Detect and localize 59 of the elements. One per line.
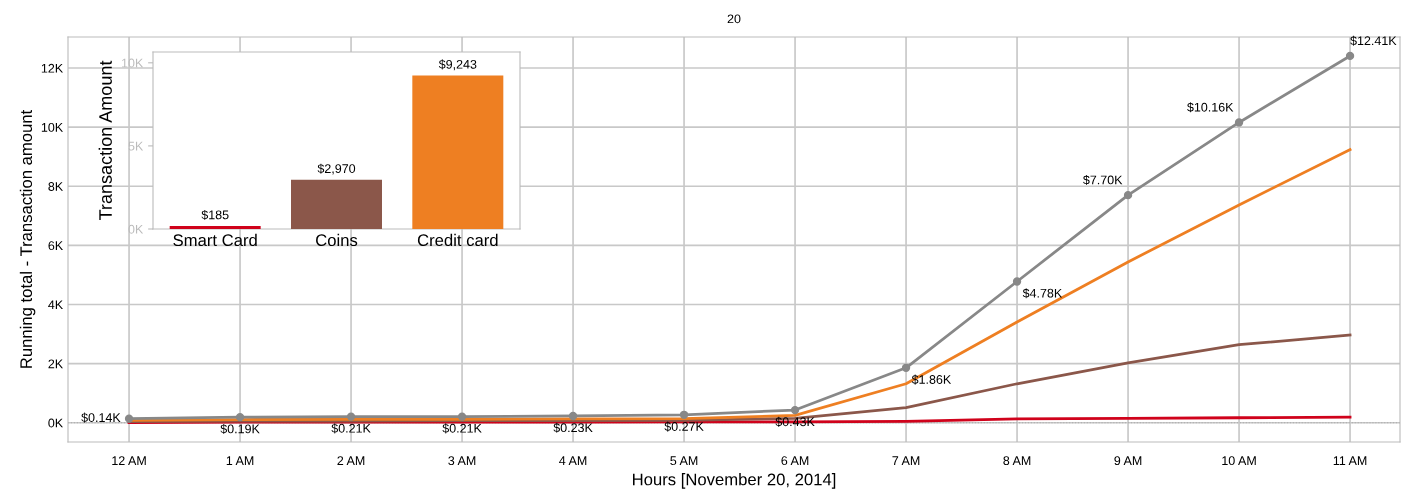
x-tick-label: 11 AM bbox=[1333, 456, 1367, 465]
data-label: $0.21K bbox=[331, 423, 371, 434]
data-label: $0.27K bbox=[664, 421, 704, 432]
x-tick-label: 1 AM bbox=[226, 456, 254, 465]
data-label: $0.43K bbox=[775, 416, 815, 427]
point bbox=[1012, 277, 1022, 286]
point bbox=[790, 405, 800, 415]
bar bbox=[291, 179, 382, 229]
y-tick-label: 10K bbox=[121, 58, 144, 68]
point bbox=[457, 412, 467, 421]
data-label: $0.14K bbox=[81, 412, 121, 423]
y-tick-label: 4K bbox=[48, 300, 63, 310]
x-tick-label: 4 AM bbox=[559, 456, 587, 465]
chart-title: 20 bbox=[727, 14, 741, 24]
x-tick-label: 2 AM bbox=[337, 456, 365, 465]
data-label: $0.21K bbox=[442, 423, 482, 434]
y-tick-label: 2K bbox=[48, 359, 63, 369]
data-label: $10.16K bbox=[1187, 102, 1234, 113]
data-label: $12.41K bbox=[1350, 35, 1397, 46]
x-tick-label: 10 AM bbox=[1222, 456, 1256, 466]
y-tick-label: 12K bbox=[41, 63, 63, 73]
y-tick-label: 6K bbox=[48, 241, 63, 251]
data-label: $1.86K bbox=[911, 374, 952, 385]
data-label: $4.78K bbox=[1022, 288, 1063, 299]
y-tick-label: 0K bbox=[48, 418, 63, 428]
data-label: $2,970 bbox=[317, 163, 356, 175]
y-tick-label: 0K bbox=[128, 224, 144, 234]
point bbox=[235, 413, 245, 422]
data-label: $9,243 bbox=[438, 59, 477, 71]
point bbox=[124, 414, 134, 423]
x-axis-title: Hours [November 20, 2014] bbox=[633, 473, 836, 489]
x-tick-label: 3 AM bbox=[448, 456, 476, 466]
bar bbox=[169, 225, 261, 229]
y-axis-title: Running total - Transaction amount bbox=[19, 109, 36, 368]
y-tick-label: 5K bbox=[128, 141, 144, 151]
data-label: $0.19K bbox=[220, 423, 260, 435]
x-tick-label: Smart Card bbox=[173, 233, 257, 247]
point bbox=[346, 412, 356, 421]
x-tick-label: 9 AM bbox=[1114, 456, 1142, 466]
point bbox=[1123, 190, 1133, 200]
point bbox=[1345, 51, 1355, 61]
point bbox=[1234, 118, 1244, 127]
point bbox=[679, 410, 689, 419]
y-tick-label: 10K bbox=[41, 122, 63, 132]
data-label: $7.70K bbox=[1083, 174, 1123, 186]
y-axis-title: Transaction Amount bbox=[98, 60, 112, 221]
x-tick-label: 12 AM bbox=[112, 456, 146, 465]
x-tick-label: 5 AM bbox=[670, 456, 698, 466]
x-tick-label: Coins bbox=[316, 233, 358, 247]
x-tick-label: 8 AM bbox=[1003, 456, 1031, 466]
y-tick-label: 8K bbox=[48, 182, 63, 191]
x-tick-label: 6 AM bbox=[781, 456, 809, 466]
point bbox=[901, 363, 911, 372]
point bbox=[568, 411, 578, 421]
data-label: $0.23K bbox=[553, 422, 593, 433]
x-tick-label: Credit card bbox=[417, 233, 498, 247]
bar bbox=[412, 75, 504, 229]
data-label: $185 bbox=[201, 209, 229, 221]
x-tick-label: 7 AM bbox=[892, 456, 920, 465]
